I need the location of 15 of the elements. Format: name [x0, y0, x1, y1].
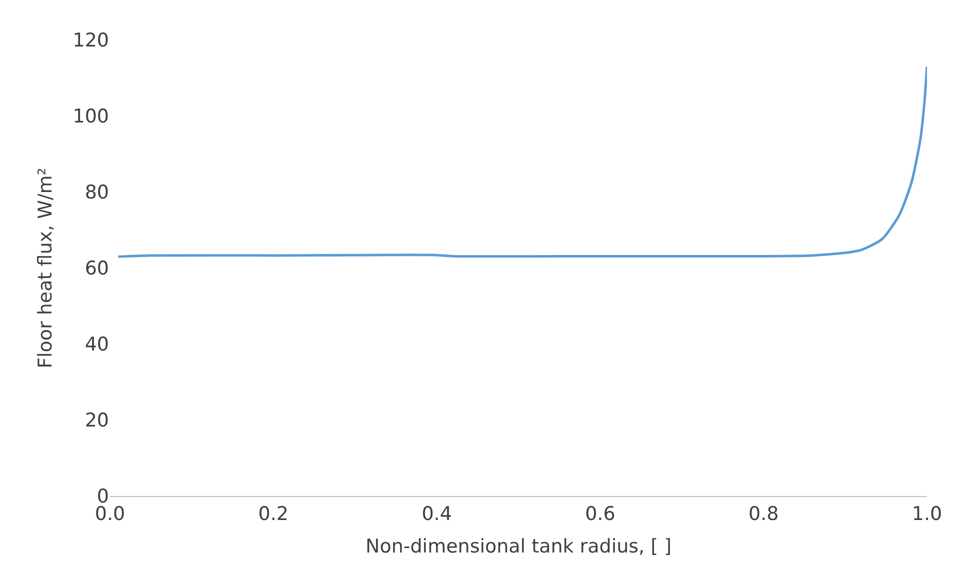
x-tick-label: 0.8 — [748, 502, 779, 525]
x-tick-label: 0.4 — [422, 502, 452, 525]
y-tick-label: 120 — [72, 30, 109, 52]
x-tick-label: 0.0 — [94, 502, 126, 525]
x-tick-label: 1.0 — [912, 502, 942, 525]
x-axis-title: Non-dimensional tank radius, [ ] — [366, 536, 672, 558]
y-tick-label: 100 — [72, 106, 109, 128]
x-tick-label: 0.2 — [258, 502, 289, 525]
x-tick-label: 0.6 — [585, 502, 616, 525]
line-series — [116, 65, 927, 258]
y-tick-label: 40 — [84, 334, 109, 356]
y-tick-label: 80 — [84, 182, 109, 204]
y-tick-label: 60 — [84, 258, 109, 280]
y-tick-label: 20 — [84, 410, 109, 432]
y-axis-title: Floor heat flux, W/m² — [34, 168, 57, 368]
